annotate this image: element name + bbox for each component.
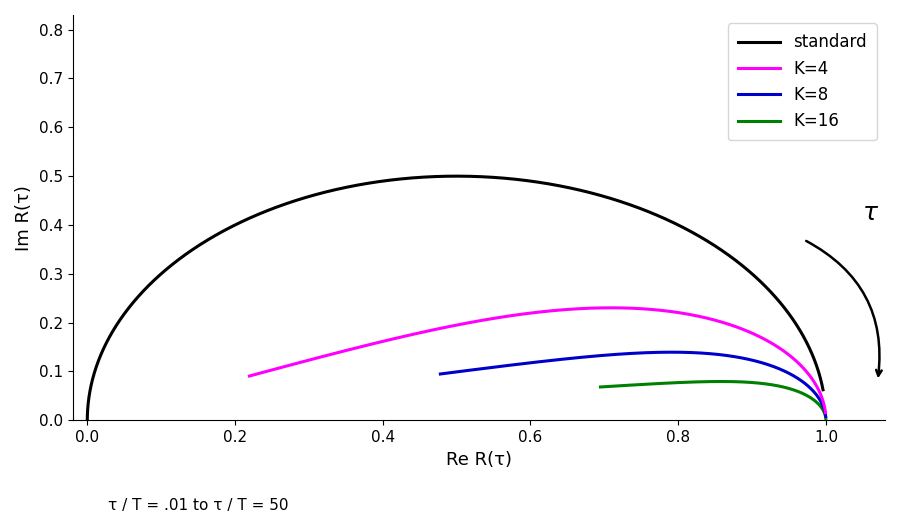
Line: standard: standard	[87, 176, 823, 419]
K=8	[666, 349, 677, 355]
standard	[452, 173, 463, 179]
K=4	[688, 312, 699, 318]
K=16	[789, 387, 800, 394]
standard	[801, 339, 812, 345]
standard	[82, 415, 93, 422]
K=8	[816, 401, 827, 407]
Y-axis label: Im R(τ): Im R(τ)	[15, 185, 33, 251]
K=16	[600, 384, 611, 390]
K=8	[486, 365, 497, 371]
K=16	[716, 379, 726, 385]
K=8	[442, 370, 453, 376]
K=8	[435, 371, 446, 377]
Line: K=8: K=8	[440, 352, 825, 417]
K=4	[820, 410, 831, 416]
standard	[769, 292, 779, 298]
K=16	[819, 409, 830, 415]
K=16	[776, 383, 787, 389]
K=16	[820, 412, 831, 419]
K=8	[757, 360, 768, 366]
K=4	[606, 305, 616, 311]
standard	[817, 387, 828, 393]
K=4	[812, 385, 823, 391]
standard	[280, 201, 291, 207]
X-axis label: Re R(τ): Re R(τ)	[446, 451, 512, 469]
Line: K=16: K=16	[600, 382, 826, 419]
K=4	[251, 371, 262, 378]
K=4	[294, 359, 305, 366]
K=8	[731, 354, 742, 360]
K=4	[817, 397, 828, 404]
Text: τ: τ	[863, 201, 878, 225]
standard	[82, 415, 93, 422]
K=16	[631, 382, 642, 388]
Line: K=4: K=4	[249, 308, 825, 413]
standard	[192, 243, 202, 250]
K=8	[820, 413, 831, 420]
standard	[82, 412, 93, 419]
K=8	[819, 407, 830, 413]
K=16	[595, 384, 606, 390]
K=4	[640, 306, 651, 312]
K=4	[244, 373, 255, 379]
Text: τ / T = .01 to τ / T = 50: τ / T = .01 to τ / T = 50	[108, 498, 289, 513]
K=16	[821, 415, 832, 422]
Legend: standard, K=4, K=8, K=16: standard, K=4, K=8, K=16	[728, 23, 877, 140]
